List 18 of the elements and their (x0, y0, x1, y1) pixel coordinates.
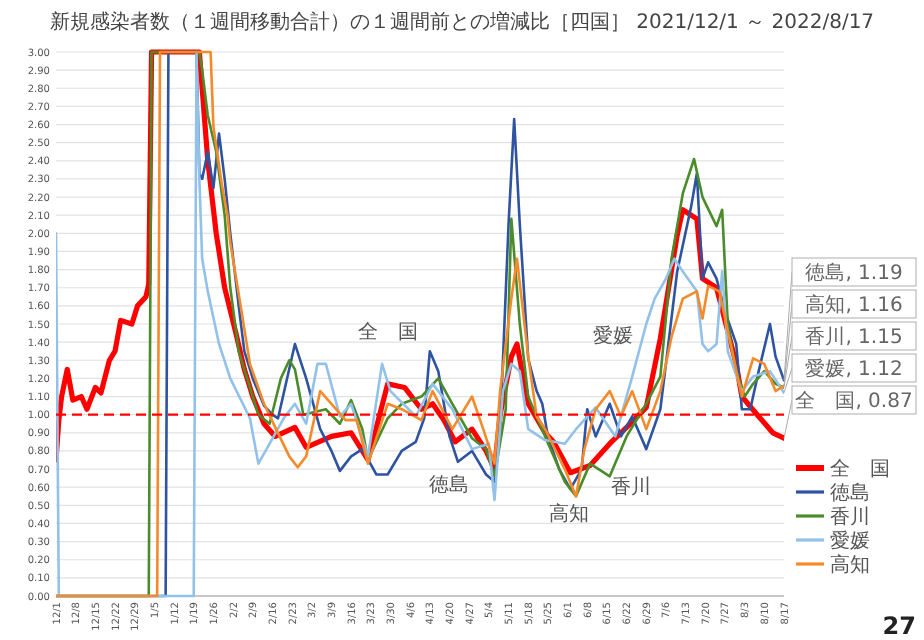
annotation: 香川, 1.15 (805, 325, 903, 349)
line-series (56, 50, 784, 598)
legend-label: 徳島 (830, 481, 870, 505)
annotation: 香川 (611, 474, 652, 499)
annotation: 愛媛 (592, 323, 633, 348)
text: 27 (882, 612, 916, 640)
annotation: 高知, 1.16 (805, 293, 903, 317)
annotation: 高知 (549, 501, 590, 526)
annotation: 全 国 (357, 320, 418, 345)
legend-label: 香川 (830, 505, 870, 529)
legend-label: 愛媛 (830, 529, 870, 553)
legend-label: 全 国 (830, 457, 890, 481)
annotation: 徳島, 1.19 (805, 261, 903, 285)
annotation: 全 国, 0.87 (795, 389, 913, 413)
annotation: 愛媛, 1.12 (805, 357, 903, 381)
chart-title: 新規感染者数（１週間移動合計）の１週間前との増減比［四国］ 2021/12/1 ～ 2022/8/17 (49, 10, 875, 34)
legend-label: 高知 (830, 553, 870, 577)
annotation: 徳島 (429, 473, 470, 498)
